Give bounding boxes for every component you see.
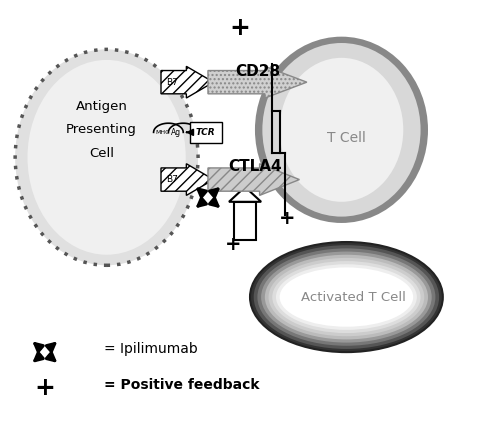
Text: MHC: MHC [155, 130, 170, 135]
Bar [161, 168, 196, 191]
Text: +: + [224, 235, 241, 254]
Polygon shape [229, 187, 261, 202]
Polygon shape [208, 66, 307, 98]
Ellipse shape [262, 43, 420, 217]
Bar [161, 70, 196, 94]
Text: Cell: Cell [89, 147, 114, 160]
Ellipse shape [268, 258, 424, 336]
Polygon shape [208, 164, 300, 195]
Text: Antigen: Antigen [76, 100, 128, 113]
Ellipse shape [258, 248, 436, 346]
Text: Ag: Ag [172, 128, 181, 137]
Text: +: + [279, 209, 295, 228]
Bar [190, 122, 222, 142]
Text: = Positive feedback: = Positive feedback [104, 378, 260, 392]
Ellipse shape [250, 242, 443, 352]
Text: T Cell: T Cell [327, 131, 366, 145]
Ellipse shape [261, 251, 432, 343]
Ellipse shape [15, 49, 198, 265]
Text: = Ipilimumab: = Ipilimumab [104, 342, 198, 356]
Ellipse shape [254, 245, 439, 349]
Text: Presenting: Presenting [66, 123, 137, 136]
Ellipse shape [280, 267, 413, 327]
Bar [234, 202, 256, 240]
Text: CTLA4: CTLA4 [228, 159, 282, 174]
Polygon shape [161, 164, 214, 195]
Ellipse shape [276, 264, 417, 330]
Text: B7: B7 [166, 175, 178, 184]
Text: TCR: TCR [196, 128, 216, 137]
Text: +: + [230, 16, 250, 40]
Ellipse shape [28, 60, 186, 255]
Text: CD28: CD28 [235, 64, 280, 79]
Polygon shape [161, 66, 214, 98]
Text: B7: B7 [166, 78, 178, 87]
Ellipse shape [280, 58, 404, 202]
Ellipse shape [265, 255, 428, 339]
Ellipse shape [255, 36, 428, 223]
Text: Activated T Cell: Activated T Cell [302, 290, 406, 304]
Text: +: + [34, 376, 55, 400]
Ellipse shape [272, 261, 420, 333]
